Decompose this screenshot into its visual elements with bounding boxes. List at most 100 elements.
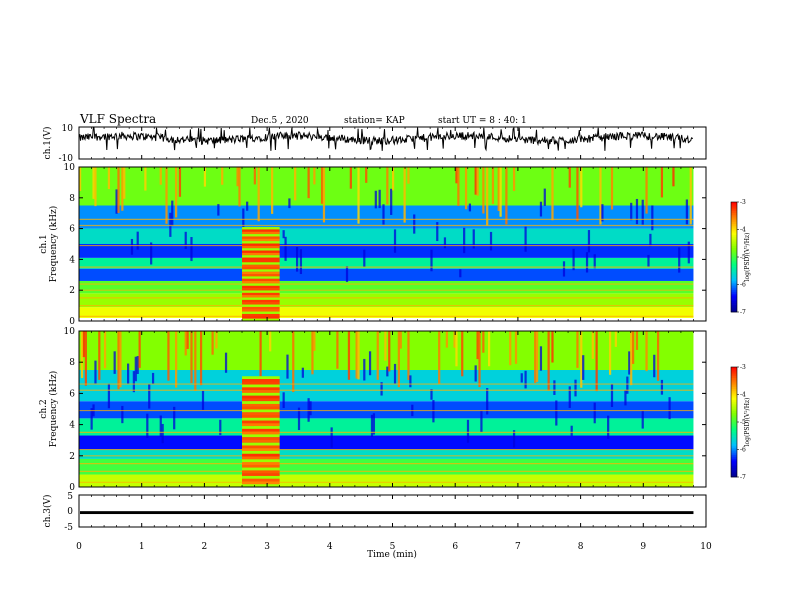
streak — [313, 167, 316, 185]
streak — [136, 231, 139, 250]
colorbar-cell — [731, 374, 737, 377]
streak — [238, 167, 241, 207]
interference-stripe — [242, 318, 280, 322]
streak — [656, 331, 660, 381]
colorbar-tick-label: -6 — [740, 447, 746, 454]
streak — [660, 379, 664, 395]
colorbar-cell — [731, 381, 737, 384]
streak — [80, 331, 84, 379]
interference-stripe — [242, 274, 280, 277]
streak — [512, 430, 516, 448]
ytick-label: 0 — [69, 483, 75, 493]
colorbar-cell — [731, 436, 737, 439]
streak — [635, 331, 639, 350]
streak — [499, 167, 502, 217]
ch2-spectrogram-panel: 10 8 6 4 2 0 ch.2Frequency (kHz) -3 -4 -5 -6 -7 lo… — [39, 327, 751, 493]
streak — [591, 331, 594, 359]
interference-stripe — [242, 234, 280, 237]
streak — [568, 167, 571, 188]
interference-stripe — [242, 292, 280, 296]
colorbar-cell — [731, 279, 737, 282]
colorbar-cell — [731, 238, 737, 241]
streak — [455, 167, 458, 184]
interference-stripe — [242, 456, 280, 460]
streak — [107, 167, 111, 190]
streak — [347, 331, 351, 380]
streak — [98, 331, 101, 380]
streak — [299, 249, 303, 275]
streak — [436, 222, 439, 242]
colorbar-cell — [731, 387, 737, 390]
colorbar-tick-label: -5 — [740, 254, 746, 261]
interference-stripe — [242, 409, 280, 413]
colorbar-cell — [731, 475, 737, 478]
streak — [534, 331, 537, 383]
streak — [572, 248, 575, 271]
colorbar-cell — [731, 407, 737, 410]
streak — [626, 376, 629, 394]
colorbar-cell — [731, 438, 737, 441]
ch1-colorbar: -3 -4 -5 -6 -7 log(PSD)(V²/Hz) — [730, 199, 751, 316]
band-3 — [79, 435, 694, 450]
colorbar-cell — [731, 257, 737, 260]
streak — [651, 205, 654, 231]
streak — [117, 167, 120, 213]
colorbar-cell — [731, 394, 737, 397]
colorbar-cell — [731, 462, 737, 465]
streak — [645, 167, 648, 214]
streak — [295, 246, 299, 272]
ch3-waveform-frame — [78, 494, 707, 528]
ch1-spectrogram-panel: 10 8 6 4 2 0 ch.1Frequency (kHz) -3 -4 -5 -6 -7 lo… — [39, 163, 751, 327]
streak — [403, 167, 406, 223]
colorbar-cell — [731, 429, 737, 432]
streak — [430, 249, 433, 272]
streak — [217, 204, 220, 216]
streak — [630, 202, 633, 221]
streak — [286, 354, 289, 379]
colorbar-cell — [731, 273, 737, 276]
interference-stripe — [242, 299, 280, 303]
streak — [169, 212, 172, 237]
ch1-waveform-line — [78, 126, 694, 152]
colorbar-cell — [731, 266, 737, 269]
streak — [167, 331, 170, 381]
streak — [607, 415, 610, 439]
streak — [355, 331, 358, 379]
streak — [539, 346, 543, 371]
colorbar-cell — [731, 251, 737, 254]
streak — [349, 167, 352, 189]
streak — [215, 331, 218, 349]
interference-stripe — [242, 473, 280, 477]
colorbar-tick-label: -6 — [740, 282, 746, 289]
interference-stripe — [242, 390, 280, 394]
colorbar-cell — [731, 207, 737, 210]
header-date: Dec.5 , 2020 — [251, 116, 309, 126]
band-1 — [79, 458, 694, 475]
streak — [595, 331, 598, 392]
interference-stripe — [242, 420, 280, 424]
xtick-label: 5 — [390, 542, 396, 552]
streak — [430, 389, 433, 400]
streak — [610, 167, 614, 210]
colorbar-cell — [731, 458, 737, 461]
interference-stripe — [242, 271, 280, 275]
colorbar-cell — [731, 216, 737, 219]
streak — [601, 204, 604, 222]
streak — [476, 167, 479, 196]
colorbar-cell — [731, 449, 737, 452]
streak — [480, 410, 483, 433]
streak — [123, 167, 126, 199]
colorbar-cell — [731, 304, 737, 307]
streak — [368, 351, 372, 376]
interference-stripe — [242, 426, 280, 430]
interference-stripe — [242, 406, 280, 410]
ch3-ytick-top: 5 — [67, 492, 73, 502]
streak — [678, 247, 681, 273]
streak — [309, 401, 312, 416]
streak — [514, 331, 518, 364]
interference-stripe — [242, 269, 280, 272]
streak — [407, 167, 410, 184]
streak — [301, 367, 304, 378]
colorbar-cell — [731, 442, 737, 445]
xtick-label: 4 — [327, 542, 333, 552]
